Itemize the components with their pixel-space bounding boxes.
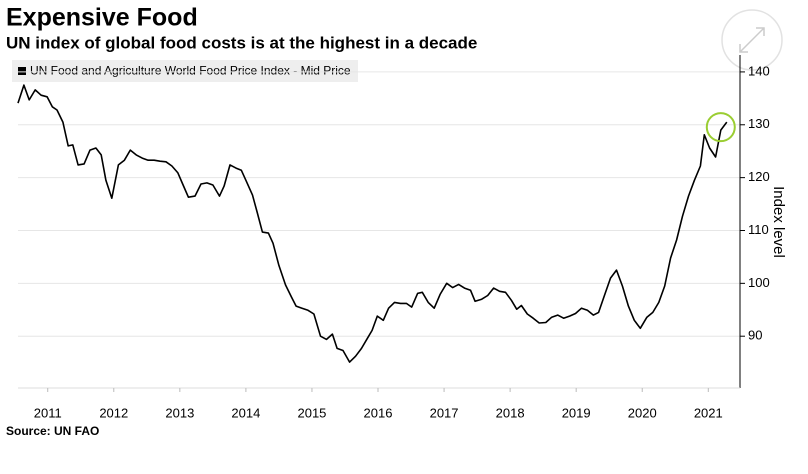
y-tick-label: 100: [748, 275, 770, 290]
x-tick-label: 2013: [165, 405, 194, 420]
x-tick-label: 2016: [364, 405, 393, 420]
highlight-circle: [705, 112, 736, 143]
source: Source: UN FAO: [6, 424, 99, 438]
expand-icon[interactable]: [739, 27, 765, 53]
y-tick-label: 140: [748, 63, 770, 78]
x-tick-label: 2021: [694, 405, 723, 420]
y-axis-label: Index level: [770, 186, 787, 258]
legend-box: [12, 60, 358, 82]
y-tick-label: 130: [748, 116, 770, 131]
legend-label: UN Food and Agriculture World Food Price…: [30, 64, 351, 78]
y-tick-label: 90: [748, 328, 762, 343]
x-tick-label: 2014: [231, 405, 260, 420]
x-tick-label: 2015: [297, 405, 326, 420]
x-tick-label: 2019: [562, 405, 591, 420]
data-line: [17, 84, 728, 363]
expand-button[interactable]: [721, 9, 783, 71]
chart-title: Expensive Food: [6, 4, 198, 32]
x-tick-label: 2017: [430, 405, 459, 420]
x-tick-label: 2012: [99, 405, 128, 420]
x-tick-label: 2018: [496, 405, 525, 420]
y-tick-label: 120: [748, 169, 770, 184]
x-tick-label: 2011: [34, 405, 62, 420]
y-tick-label: 110: [748, 222, 769, 237]
chart-subtitle: UN index of global food costs is at the …: [6, 33, 477, 52]
x-tick-label: 2020: [628, 405, 657, 420]
legend-swatch: [18, 67, 26, 75]
